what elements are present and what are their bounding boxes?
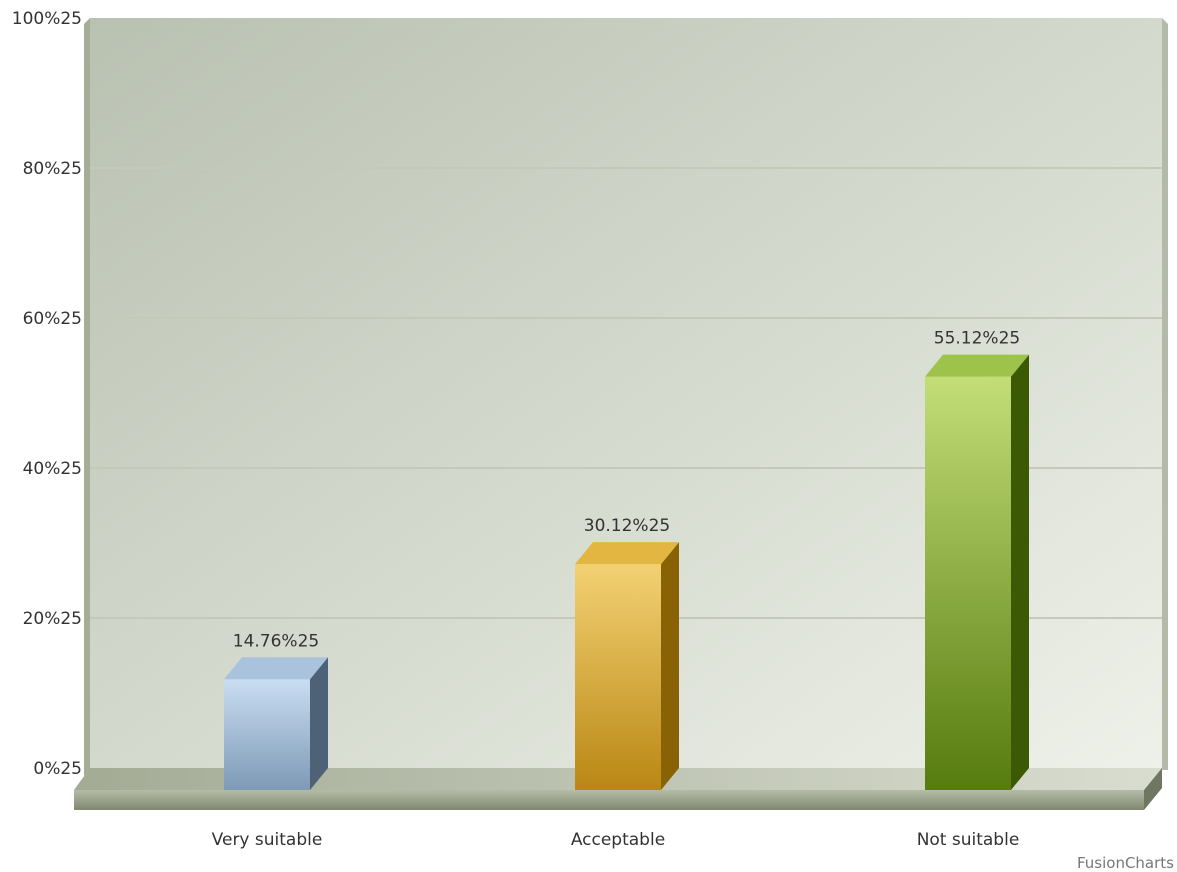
data-label: 55.12%25 (934, 329, 1020, 349)
y-tick-label: 80%25 (23, 159, 82, 179)
floor-side (1144, 768, 1162, 810)
bar-front[interactable] (224, 679, 310, 790)
canvas-left-edge (84, 18, 90, 776)
bar-side[interactable] (661, 542, 679, 790)
y-tick-label: 40%25 (23, 459, 82, 479)
y-tick-label: 20%25 (23, 609, 82, 629)
credit-text[interactable]: FusionCharts (1077, 854, 1174, 872)
y-axis-ticks: 0%25 20%25 40%25 60%25 80%25 100%25 (12, 9, 82, 779)
bar-top[interactable] (925, 354, 1029, 377)
category-label: Very suitable (212, 830, 323, 850)
bar-acceptable[interactable] (575, 542, 679, 790)
bars (224, 354, 1029, 790)
y-tick-label: 100%25 (12, 9, 82, 29)
bar-top[interactable] (575, 542, 679, 565)
y-tick-label: 60%25 (23, 309, 82, 329)
floor-front (74, 790, 1144, 810)
category-label: Not suitable (917, 830, 1020, 850)
category-labels: Very suitable Acceptable Not suitable (212, 830, 1020, 850)
bar-not-suitable[interactable] (925, 354, 1029, 790)
floor (74, 768, 1162, 810)
y-tick-label: 0%25 (33, 759, 82, 779)
canvas-right-wall (1162, 18, 1168, 770)
bar-side[interactable] (1011, 354, 1029, 790)
category-label: Acceptable (571, 830, 665, 850)
data-label: 14.76%25 (233, 631, 319, 651)
bar-top[interactable] (224, 657, 328, 680)
data-label: 30.12%25 (584, 516, 670, 536)
bar-very-suitable[interactable] (224, 657, 328, 790)
bar-front[interactable] (925, 376, 1011, 790)
bar-side[interactable] (310, 657, 328, 790)
data-labels: 14.76%25 30.12%25 55.12%25 (233, 329, 1020, 652)
bar-front[interactable] (575, 564, 661, 790)
